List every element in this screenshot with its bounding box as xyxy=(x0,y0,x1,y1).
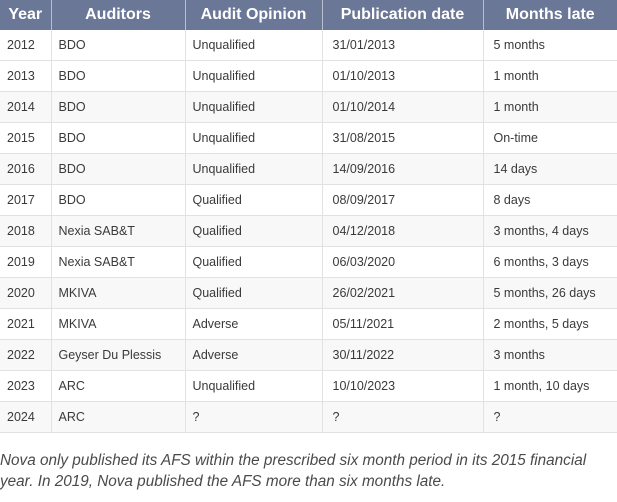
auditor-cell: MKIVA xyxy=(51,308,186,340)
table-row: 2022 Geyser Du Plessis Adverse 30/11/2022 3 … xyxy=(0,339,617,371)
audit-opinion-cell: Adverse xyxy=(185,339,323,371)
publication-date-cell: ? xyxy=(322,401,484,433)
months-late-cell: 14 days xyxy=(483,153,617,185)
year-cell: 2023 xyxy=(0,370,52,402)
publication-date-cell: 26/02/2021 xyxy=(322,277,484,309)
table-caption: Nova only published its AFS within the p… xyxy=(0,452,587,490)
auditor-cell: BDO xyxy=(51,122,186,154)
publication-date-cell: 14/09/2016 xyxy=(322,153,484,185)
table-row: 2015 BDO Unqualified 31/08/2015 On-time xyxy=(0,122,617,154)
year-cell: 2016 xyxy=(0,153,52,185)
auditor-cell: Geyser Du Plessis xyxy=(51,339,186,371)
months-late-cell: 6 months, 3 days xyxy=(483,246,617,278)
audit-opinion-cell: Qualified xyxy=(185,215,323,247)
months-late-cell: ? xyxy=(483,401,617,433)
table-row: 2021 MKIVA Adverse 05/11/2021 2 months, 5 da… xyxy=(0,308,617,340)
auditor-cell: BDO xyxy=(51,30,186,61)
auditor-cell: BDO xyxy=(51,184,186,216)
header-auditors: Auditors xyxy=(51,0,186,30)
table-row: 2018 Nexia SAB&T Qualified 04/12/2018 3 mont… xyxy=(0,215,617,247)
table-body: 2012 BDO Unqualified 31/01/2013 5 months 2013… xyxy=(0,30,617,433)
months-late-cell: 1 month xyxy=(483,91,617,123)
year-cell: 2014 xyxy=(0,91,52,123)
months-late-cell: 8 days xyxy=(483,184,617,216)
audit-opinion-cell: Qualified xyxy=(185,277,323,309)
publication-date-cell: 30/11/2022 xyxy=(322,339,484,371)
publication-date-cell: 31/01/2013 xyxy=(322,30,484,61)
months-late-cell: 1 month, 10 days xyxy=(483,370,617,402)
header-months-late: Months late xyxy=(483,0,617,30)
table-row: 2023 ARC Unqualified 10/10/2023 1 month, 10 … xyxy=(0,370,617,402)
audit-opinion-cell: Qualified xyxy=(185,246,323,278)
year-cell: 2020 xyxy=(0,277,52,309)
year-cell: 2019 xyxy=(0,246,52,278)
auditor-cell: ARC xyxy=(51,370,186,402)
publication-date-cell: 04/12/2018 xyxy=(322,215,484,247)
publication-date-cell: 08/09/2017 xyxy=(322,184,484,216)
months-late-cell: 5 months, 26 days xyxy=(483,277,617,309)
year-cell: 2017 xyxy=(0,184,52,216)
table-row: 2012 BDO Unqualified 31/01/2013 5 months xyxy=(0,30,617,61)
auditor-cell: ARC xyxy=(51,401,186,433)
auditor-cell: MKIVA xyxy=(51,277,186,309)
header-audit-opinion: Audit Opinion xyxy=(185,0,323,30)
auditor-cell: BDO xyxy=(51,91,186,123)
table-row: 2014 BDO Unqualified 01/10/2014 1 month xyxy=(0,91,617,123)
months-late-cell: 3 months, 4 days xyxy=(483,215,617,247)
publication-date-cell: 10/10/2023 xyxy=(322,370,484,402)
audit-opinion-cell: Unqualified xyxy=(185,153,323,185)
publication-date-cell: 06/03/2020 xyxy=(322,246,484,278)
months-late-cell: 1 month xyxy=(483,60,617,92)
header-year: Year xyxy=(0,0,52,30)
publication-date-cell: 01/10/2014 xyxy=(322,91,484,123)
months-late-cell: 2 months, 5 days xyxy=(483,308,617,340)
audit-table: Year Auditors Audit Opinion Publication … xyxy=(0,0,617,433)
auditor-cell: BDO xyxy=(51,153,186,185)
months-late-cell: 3 months xyxy=(483,339,617,371)
publication-date-cell: 05/11/2021 xyxy=(322,308,484,340)
audit-opinion-cell: Unqualified xyxy=(185,60,323,92)
year-cell: 2021 xyxy=(0,308,52,340)
audit-opinion-cell: Unqualified xyxy=(185,91,323,123)
publication-date-cell: 31/08/2015 xyxy=(322,122,484,154)
audit-opinion-cell: Adverse xyxy=(185,308,323,340)
year-cell: 2018 xyxy=(0,215,52,247)
year-cell: 2012 xyxy=(0,30,52,61)
header-publication-date: Publication date xyxy=(322,0,484,30)
auditor-cell: Nexia SAB&T xyxy=(51,215,186,247)
table-header-row: Year Auditors Audit Opinion Publication … xyxy=(0,0,617,30)
publication-date-cell: 01/10/2013 xyxy=(322,60,484,92)
audit-opinion-cell: Unqualified xyxy=(185,122,323,154)
table-row: 2020 MKIVA Qualified 26/02/2021 5 months, 26… xyxy=(0,277,617,309)
year-cell: 2013 xyxy=(0,60,52,92)
table-row: 2019 Nexia SAB&T Qualified 06/03/2020 6 mont… xyxy=(0,246,617,278)
table-row: 2024 ARC??? xyxy=(0,401,617,433)
year-cell: 2024 xyxy=(0,401,52,433)
months-late-cell: On-time xyxy=(483,122,617,154)
year-cell: 2015 xyxy=(0,122,52,154)
table-row: 2017 BDO Qualified 08/09/2017 8 days xyxy=(0,184,617,216)
table-row: 2016 BDO Unqualified 14/09/2016 14 days xyxy=(0,153,617,185)
auditor-cell: BDO xyxy=(51,60,186,92)
year-cell: 2022 xyxy=(0,339,52,371)
audit-opinion-cell: Unqualified xyxy=(185,30,323,61)
audit-opinion-cell: ? xyxy=(185,401,323,433)
auditor-cell: Nexia SAB&T xyxy=(51,246,186,278)
audit-opinion-cell: Unqualified xyxy=(185,370,323,402)
months-late-cell: 5 months xyxy=(483,30,617,61)
table-row: 2013 BDO Unqualified 01/10/2013 1 month xyxy=(0,60,617,92)
audit-opinion-cell: Qualified xyxy=(185,184,323,216)
